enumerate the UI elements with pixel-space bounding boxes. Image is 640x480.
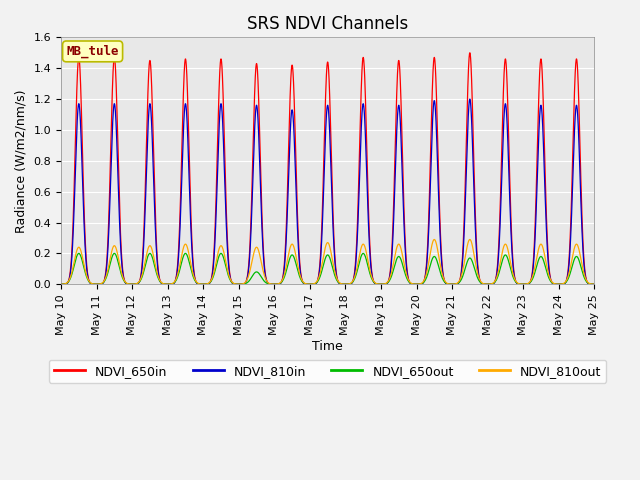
Title: SRS NDVI Channels: SRS NDVI Channels [247,15,408,33]
NDVI_810in [166,281,173,287]
NDVI_810out [589,281,596,287]
NDVI_650in [166,281,173,287]
NDVI_650in [477,279,484,285]
NDVI_650out [589,281,596,287]
NDVI_810out [477,279,484,285]
NDVI_810in [172,279,179,285]
NDVI_810in [589,281,596,287]
NDVI_810out [401,265,409,271]
NDVI_650in [466,50,474,56]
Text: MB_tule: MB_tule [67,45,119,58]
NDVI_810in [477,280,484,286]
X-axis label: Time: Time [312,340,343,353]
NDVI_650out [477,280,484,286]
NDVI_650in [591,281,598,287]
Legend: NDVI_650in, NDVI_810in, NDVI_650out, NDVI_810out: NDVI_650in, NDVI_810in, NDVI_650out, NDV… [49,360,606,383]
NDVI_810out [466,237,474,242]
NDVI_810out [591,281,598,287]
NDVI_650in [57,281,65,287]
NDVI_650out [166,281,173,287]
Y-axis label: Radiance (W/m2/nm/s): Radiance (W/m2/nm/s) [15,89,28,232]
NDVI_650out [401,271,409,276]
NDVI_810out [257,256,264,262]
NDVI_810in [466,96,474,102]
NDVI_650out [257,273,264,279]
NDVI_810out [166,281,173,287]
NDVI_810out [57,281,65,287]
NDVI_650in [172,278,179,284]
Line: NDVI_650in: NDVI_650in [61,53,595,284]
NDVI_810out [172,278,179,284]
Line: NDVI_810in: NDVI_810in [61,99,595,284]
NDVI_650out [75,251,83,256]
Line: NDVI_650out: NDVI_650out [61,253,595,284]
NDVI_650out [172,279,179,285]
NDVI_650in [257,167,264,173]
NDVI_810in [257,189,264,194]
NDVI_650out [591,281,598,287]
NDVI_650in [589,281,596,287]
Line: NDVI_810out: NDVI_810out [61,240,595,284]
NDVI_810in [57,281,65,287]
NDVI_810in [591,281,598,287]
NDVI_650in [401,235,409,240]
NDVI_650out [57,281,65,287]
NDVI_810in [401,244,409,250]
